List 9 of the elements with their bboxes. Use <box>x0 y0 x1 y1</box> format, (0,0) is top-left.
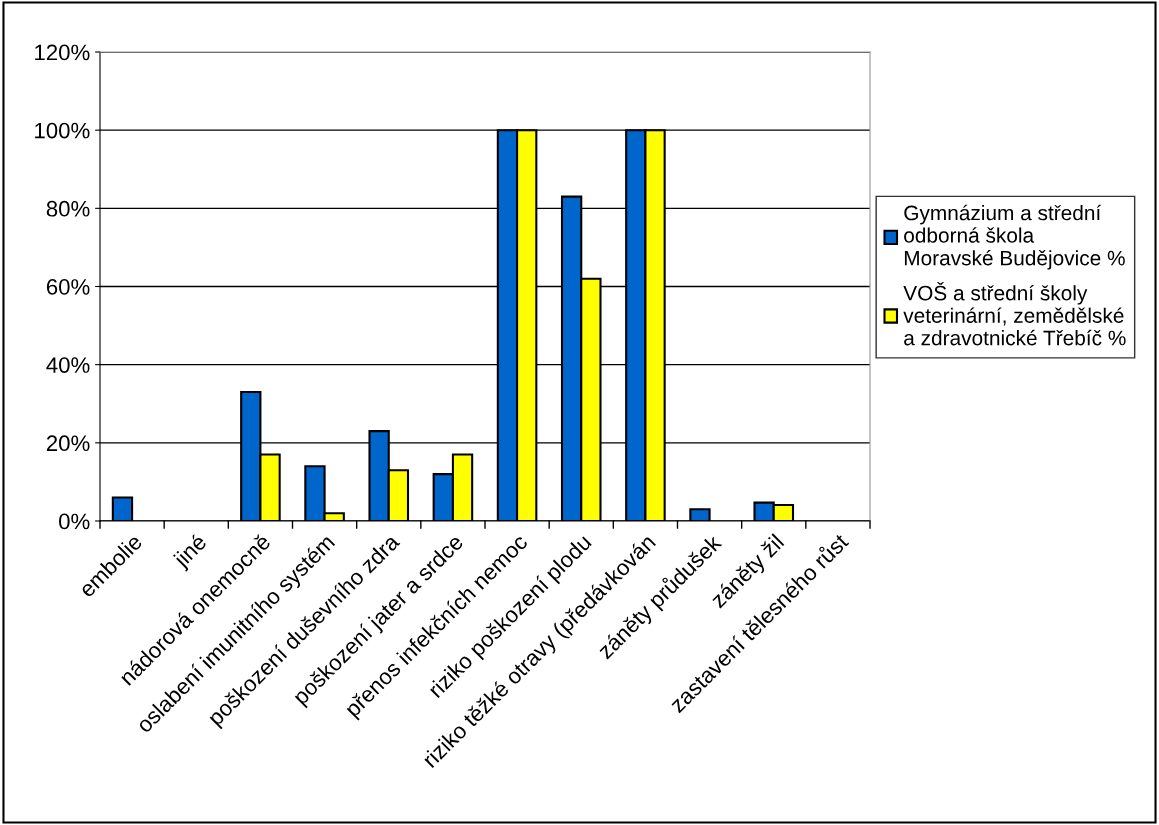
legend-label: VOŠ a střední školy veterinární, zemědělské a zdravotnické Třebíč % <box>903 282 1126 346</box>
y-tick-label: 40% <box>46 357 90 373</box>
y-tick-label: 100% <box>35 122 90 139</box>
y-tick-label: 60% <box>46 279 90 295</box>
y-tick-label: 0% <box>59 513 90 530</box>
y-tick-label: 120% <box>35 44 90 61</box>
y-tick-label: 80% <box>46 200 90 217</box>
y-tick-label: 20% <box>46 435 90 452</box>
legend-label: Gymnázium a střední odborná škola Moravské Budějovice % <box>904 204 1125 270</box>
